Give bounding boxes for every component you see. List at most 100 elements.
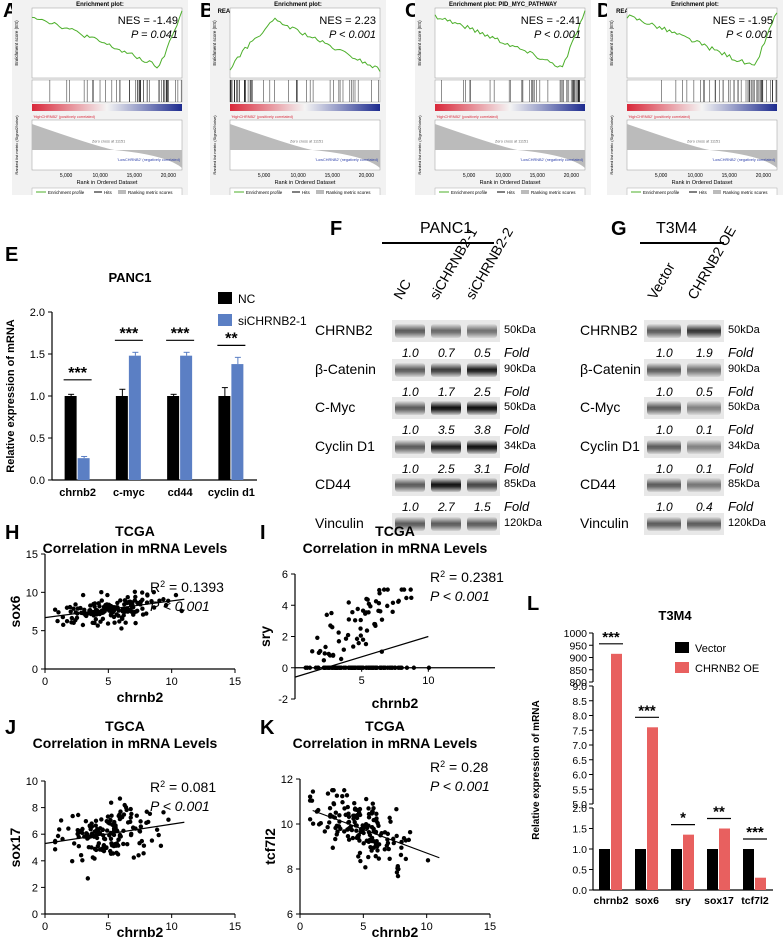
y-tick-label: 10 [26,587,38,599]
kda-label: 90kDa [504,362,536,375]
data-point [352,819,357,825]
rank-colorbar [32,104,182,111]
data-point [93,823,98,828]
x-category: chrnb2 [59,487,96,499]
data-point [338,656,344,662]
data-point [89,845,94,850]
y-tick-label: 950 [569,640,587,652]
data-point [355,606,360,612]
legend-item: Ranking metric scores [128,190,173,195]
bar-sox6-Vector [635,849,646,890]
fold-label: Fold [728,460,754,476]
zero-cross: Zero cross at 11151 [92,140,125,144]
x-tick-label: 5 [105,676,111,688]
metric-ylabel: Ranked list metric (Signal2Noise) [212,115,217,175]
data-point [104,602,110,608]
fit-line [294,635,429,678]
data-point [354,835,359,841]
y-tick-label: -2 [278,694,288,706]
p-value: P < 0.001 [329,29,376,41]
fold-value: 0.5 [474,346,491,360]
y-tick-label: 5.5 [572,784,587,796]
legend-item: Ranking metric scores [326,190,371,195]
bar-sox17-CHRNB2 OE [719,828,730,890]
data-point [83,818,89,824]
sig-mark: ** [225,330,238,347]
data-point [346,600,351,605]
data-point [351,644,356,649]
y-axis-label: tcf7l2 [262,828,278,865]
fold-value: 1.0 [656,384,673,399]
data-point [379,830,384,836]
legend-label-siCHRNB2-1: siCHRNB2-1 [238,314,307,328]
neg-label: 'LowCHRNB2' (negatively correlated) [117,158,180,162]
data-point [149,838,155,843]
fold-value: 0.1 [696,461,713,476]
y-tick-label: 4 [32,856,38,868]
x-category: sox6 [635,895,659,907]
metric-ylabel: Ranked list metric (Signal2Noise) [14,115,19,175]
panel-letter-g: G [611,218,627,240]
data-point [368,844,373,850]
protein-band [431,439,461,454]
y-tick-label: 900 [569,653,587,665]
data-point [386,846,391,852]
data-point [80,592,86,598]
scatter-subtitle: Correlation in mRNA Levels [303,540,488,556]
scatter-subtitle: Correlation in mRNA Levels [33,735,218,751]
data-point [346,837,352,842]
protein-band [467,516,497,531]
bar-sox17-Vector [707,849,718,890]
data-point [354,815,360,821]
data-point [336,630,341,635]
data-point [111,614,117,620]
x-tick: 20,000 [756,173,772,179]
data-point [141,843,147,848]
rank-colorbar [627,104,777,111]
bar-cyclin d1-siCHRNB2-1 [231,364,244,480]
data-point [66,826,71,831]
data-point [322,651,327,656]
protein-band [687,401,721,415]
panel-letter-f: F [330,218,343,240]
fold-value: 1.0 [656,461,673,476]
es-panel [626,7,778,79]
enrichment-curve [229,17,381,72]
zero-cross: Zero cross at 11151 [687,140,720,144]
blot-header: T3M4 [656,220,697,237]
panel-letter-j: J [5,717,17,739]
data-point [369,848,374,853]
protein-band [687,478,721,492]
data-point [342,829,347,834]
x-tick-label: 15 [484,921,496,933]
data-point [352,806,358,811]
es-panel [229,7,381,79]
kda-label: 50kDa [504,324,536,336]
data-point [363,641,369,647]
fold-value: 3.8 [474,423,491,437]
data-point [98,826,103,831]
protein-band [687,324,721,338]
data-point [385,840,391,846]
data-point [395,866,400,871]
legend-swatch-NC [218,292,232,304]
data-point [371,817,376,823]
data-point [120,616,125,622]
data-point [354,636,360,642]
data-point [307,817,313,822]
blot-row-label: C-Myc [315,399,356,415]
data-point [105,814,111,819]
fit-line [44,821,185,845]
x-tick: 10,000 [93,173,109,179]
data-point [95,623,100,628]
fold-value: 2.5 [474,384,491,399]
data-point [344,793,350,798]
data-point [93,818,99,824]
data-point [119,815,125,820]
x-category: cd44 [168,487,194,499]
bar-c-myc-NC [115,396,128,480]
data-point [141,851,146,856]
data-point [122,602,127,607]
y-tick-label: 0.0 [30,475,45,487]
